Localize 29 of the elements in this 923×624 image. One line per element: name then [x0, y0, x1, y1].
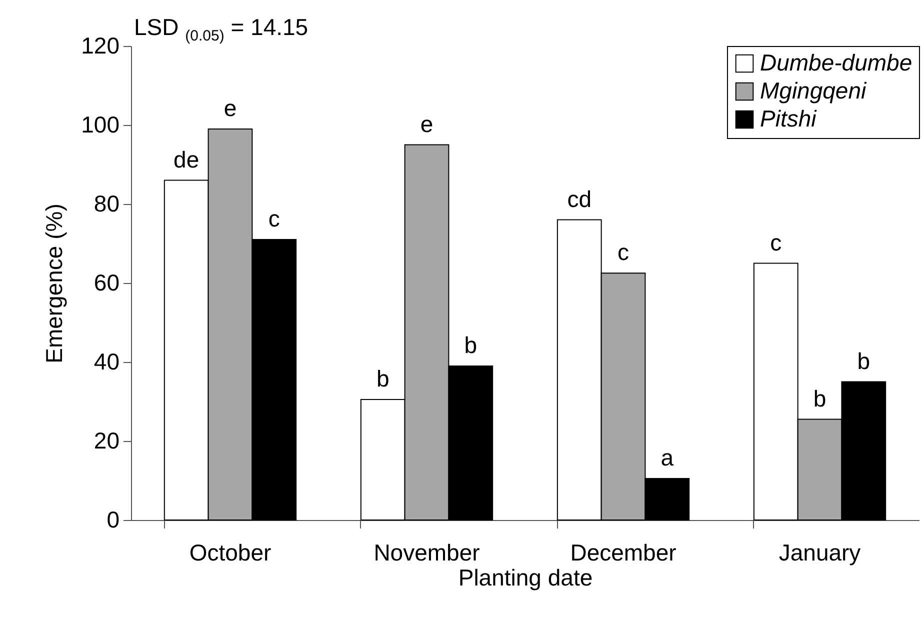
data-label: b — [857, 348, 870, 374]
y-tick-label: 100 — [81, 112, 120, 138]
x-tick-label: October — [189, 540, 272, 566]
data-label: a — [660, 444, 674, 471]
y-tick-label: 0 — [106, 506, 120, 532]
y-tick-label: 20 — [94, 428, 120, 454]
x-tick-label: December — [570, 540, 677, 566]
y-tick-label: 120 — [81, 32, 120, 58]
data-label: b — [464, 332, 478, 358]
legend-label: Dumbe-dumbe — [760, 50, 912, 76]
y-axis-title: Emergence (%) — [41, 204, 68, 364]
data-label: b — [376, 366, 390, 392]
x-axis-title: Planting date — [458, 564, 593, 590]
data-label: b — [813, 385, 826, 412]
data-label: cd — [567, 186, 592, 212]
y-tick-label: 80 — [94, 190, 120, 216]
data-label: c — [618, 239, 630, 266]
text: LSD $_{(0.05)}$ = 14.15 — [134, 14, 308, 45]
data-label: c — [268, 206, 280, 232]
x-tick-label: January — [778, 540, 862, 566]
legend-label: Mgingqeni — [760, 78, 868, 104]
data-label: de — [174, 146, 200, 172]
legend-label: Pitshi — [760, 106, 818, 132]
y-tick-label: 40 — [94, 348, 120, 374]
data-label: e — [224, 94, 237, 121]
x-tick-label: November — [374, 540, 480, 566]
data-label: c — [770, 229, 782, 256]
y-tick-label: 60 — [94, 270, 120, 296]
data-label: e — [420, 110, 434, 137]
